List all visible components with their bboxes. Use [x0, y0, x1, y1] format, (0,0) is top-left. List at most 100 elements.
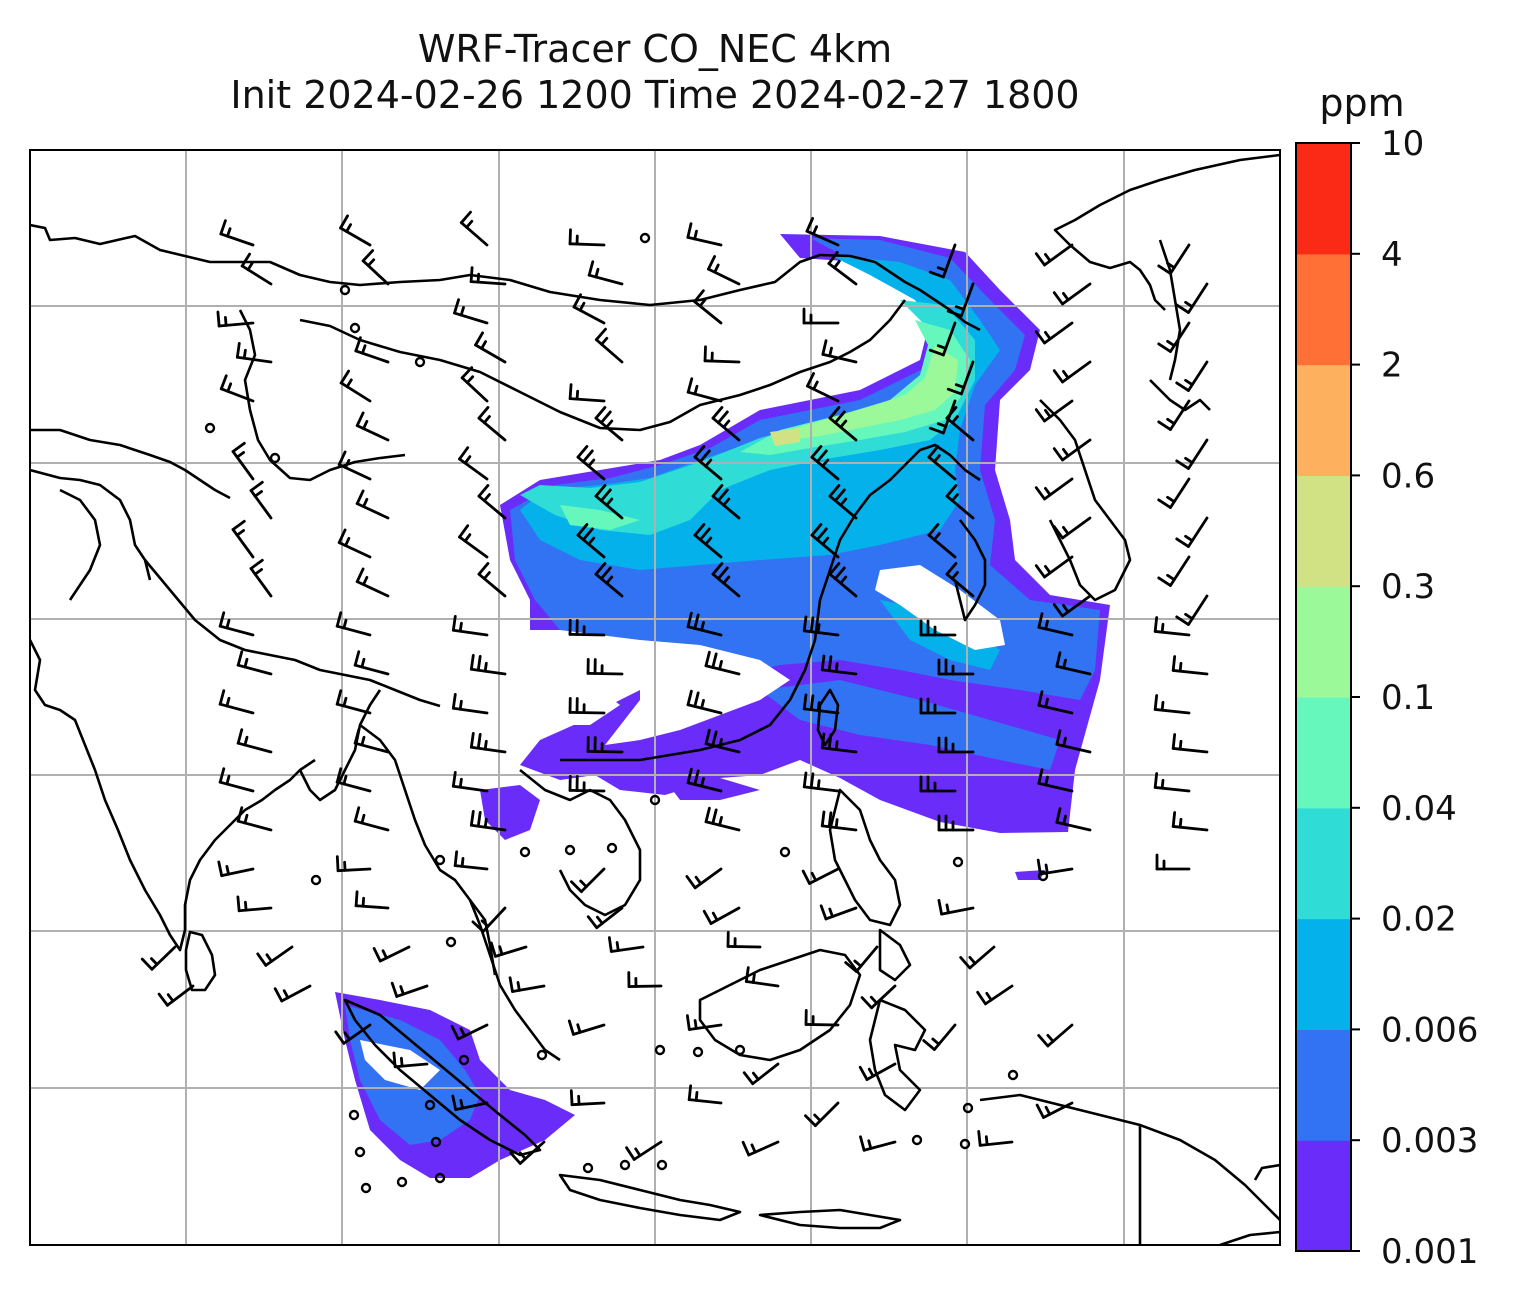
coastline-segment — [343, 998, 542, 1157]
wind-barb-calm — [606, 842, 618, 854]
wind-barb — [1055, 651, 1092, 676]
wind-barb — [219, 374, 255, 403]
wind-barb — [1052, 360, 1092, 384]
wind-barb — [1175, 438, 1209, 470]
wind-barb — [216, 310, 255, 328]
wind-barb — [1171, 811, 1209, 832]
wind-barb — [568, 697, 606, 715]
wind-barb — [568, 775, 606, 793]
wind-barb — [339, 214, 372, 247]
colorbar-boxes — [1295, 142, 1352, 1252]
wind-barb — [1175, 594, 1209, 626]
wind-barb — [353, 650, 390, 676]
coastline-segment — [1253, 1163, 1280, 1181]
coastline-segment — [30, 223, 981, 332]
wind-barb — [460, 366, 489, 403]
wind-barb — [219, 219, 255, 247]
wind-barb — [1153, 694, 1191, 715]
colorbar-box — [1296, 475, 1351, 587]
wind-barb — [806, 372, 840, 403]
wind-barb — [821, 339, 858, 364]
map-panel — [29, 149, 1281, 1246]
title-line-1: WRF-Tracer CO_NEC 4km — [417, 27, 893, 71]
wind-barb — [477, 562, 507, 598]
wind-barbs — [140, 210, 1209, 1194]
wind-barb — [1157, 399, 1191, 431]
wind-barb — [1034, 555, 1074, 579]
wind-barb — [594, 562, 624, 598]
wind-barb — [335, 689, 372, 715]
wind-barb — [693, 445, 723, 481]
plume-gap — [875, 565, 1005, 650]
colorbar-box — [1296, 807, 1351, 920]
wind-barb-calm — [414, 356, 426, 368]
wind-barb — [236, 650, 273, 676]
wind-barb-calm — [434, 1172, 446, 1184]
coastline-segment — [359, 723, 497, 976]
wind-barb — [361, 249, 390, 286]
plume-contour — [770, 428, 800, 446]
wind-barb — [1036, 858, 1074, 876]
wind-barb-calm — [582, 1162, 594, 1174]
wind-barb — [273, 984, 312, 1003]
wind-barb — [1052, 438, 1092, 462]
wind-barb — [685, 1014, 723, 1031]
wind-barb-calm — [564, 844, 576, 856]
wind-barb — [686, 767, 723, 793]
wind-barb — [586, 658, 624, 676]
colorbar-frame — [1295, 142, 1352, 1252]
wind-barb — [977, 1130, 1014, 1147]
wind-barb — [576, 523, 606, 559]
wind-barb — [586, 736, 624, 754]
wind-barb — [802, 771, 840, 793]
colorbar-tick-label: 2 — [1381, 346, 1403, 386]
map-frame — [29, 149, 1281, 1246]
wind-barb — [827, 250, 858, 286]
wind-barb-calm — [445, 936, 457, 948]
colorbar-tick-label: 0.003 — [1381, 1121, 1478, 1161]
wind-barb — [453, 850, 489, 871]
wind-barb — [693, 289, 723, 325]
wind-barb — [1055, 729, 1092, 754]
plume-contour — [760, 680, 1060, 770]
wind-barb — [686, 689, 723, 715]
wind-barb — [392, 1051, 429, 1069]
wind-barb — [820, 732, 858, 754]
wind-barb-calm — [424, 1099, 436, 1111]
wind-barb — [372, 945, 411, 963]
wind-barb — [1034, 477, 1074, 501]
wind-barb — [687, 1084, 723, 1105]
wind-barb-calm — [536, 1049, 548, 1061]
wind-barb — [919, 619, 957, 637]
wind-barb-calm — [779, 846, 791, 858]
wind-barb — [1052, 282, 1092, 306]
coastline-segment — [878, 928, 912, 982]
wind-barb — [1157, 477, 1191, 509]
coastline-segment — [30, 639, 316, 952]
wind-barb — [451, 1094, 489, 1112]
tracer-plume — [335, 234, 1110, 1178]
colorbar-box — [1296, 1029, 1351, 1141]
colorbar-tick-label: 0.6 — [1381, 456, 1435, 496]
wind-barb — [937, 814, 975, 832]
wind-barb — [693, 523, 723, 559]
colorbar-box — [1296, 1140, 1351, 1252]
coastline-segment — [1219, 1230, 1280, 1245]
wind-barb — [1175, 282, 1209, 314]
wind-barb — [810, 445, 840, 481]
wind-barb — [927, 523, 957, 559]
wind-barb — [355, 489, 390, 520]
wind-barb-calm — [911, 1134, 923, 1146]
wind-barb — [820, 810, 858, 832]
wind-barb — [945, 406, 975, 442]
wind-barb-calm — [654, 1044, 666, 1056]
wind-barb — [945, 562, 975, 598]
wind-barb — [236, 728, 273, 754]
wind-barb — [594, 484, 624, 520]
wind-barb — [508, 976, 546, 993]
wind-barb — [742, 1062, 780, 1086]
wind-barb — [459, 210, 489, 247]
wind-barb-calm — [204, 422, 216, 434]
wind-barb — [240, 252, 273, 286]
wind-barb — [458, 446, 489, 481]
